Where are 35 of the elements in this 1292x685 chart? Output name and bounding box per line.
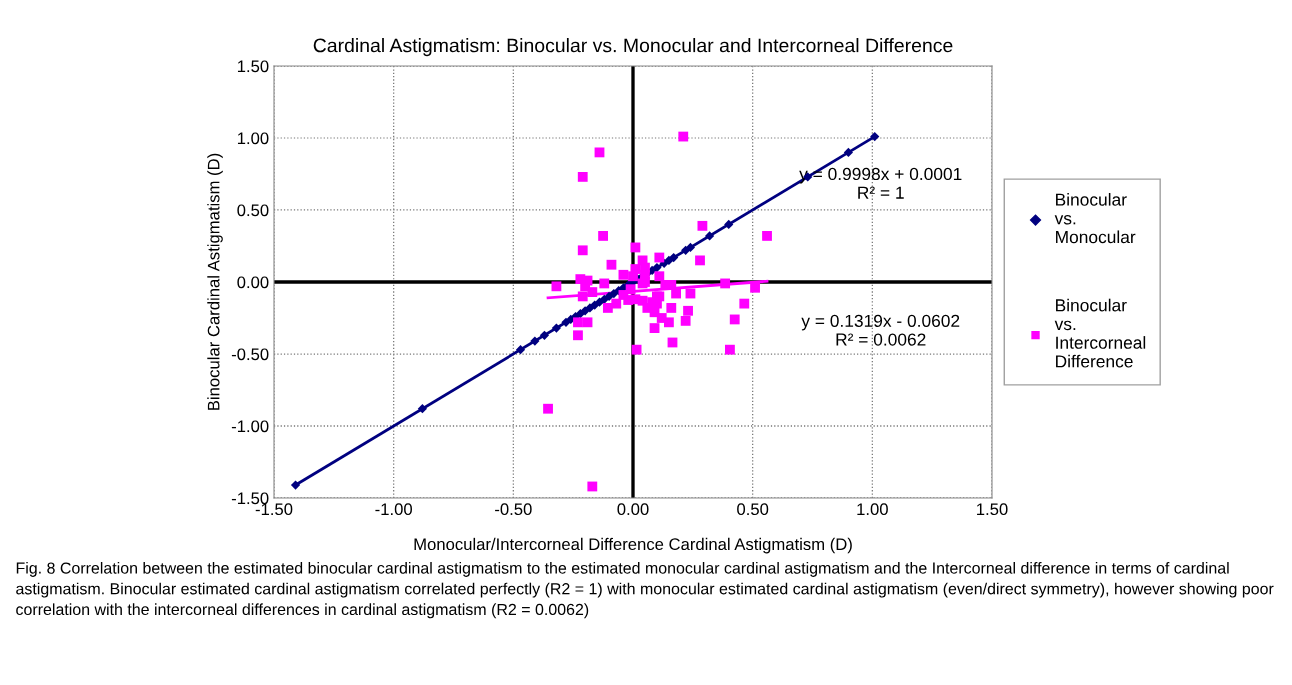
x-tick-label: -0.50 xyxy=(495,503,532,516)
y-tick-label: -1.00 xyxy=(231,420,269,433)
point xyxy=(685,242,696,253)
legend-label: Binocular vs. Monocular xyxy=(1054,193,1136,244)
x-axis-title: Monocular/Intercorneal Difference Cardinal Astigmatism (D) xyxy=(414,537,852,554)
y-axis-title: Binocular Cardinal Astigmatism (D) xyxy=(207,153,223,410)
y-tick-label: 1.50 xyxy=(237,60,269,73)
point xyxy=(669,252,679,263)
caption: Fig. 8 Correlation between the estimated binocular cardinal astigmatism to the estimated monocular cardinal astigmatism and the Intercorneal difference in terms of cardinal astigmatism. Binocular estimated cardinal astigmatism correlated perfectly (R2 = 1) with monocular estimated cardinal astigmatism (even/direct symmetry), however showing poor correlation with the intercorneal differences in cardinal astigmatism (R2 = 0.0062) xyxy=(16,562,1274,619)
x-tick-label: 1.50 xyxy=(977,503,1008,516)
point xyxy=(724,219,734,230)
y-tick-label: 0.50 xyxy=(237,204,269,217)
point xyxy=(515,345,526,355)
point xyxy=(599,294,609,304)
x-tick-label: 0.00 xyxy=(617,503,649,516)
point xyxy=(652,262,662,273)
y-tick-label: -0.50 xyxy=(231,348,269,361)
point xyxy=(290,480,301,490)
x-tick-label: 1.00 xyxy=(857,503,888,516)
point xyxy=(870,131,880,142)
annotation: y = 0.1319x - 0.0602 R² = 0.0062 xyxy=(801,314,960,346)
legend-label: Binocular vs. Intercorneal Difference xyxy=(1054,298,1146,368)
y-tick-label: 1.00 xyxy=(237,132,269,145)
point xyxy=(530,336,540,346)
point xyxy=(417,404,427,414)
x-tick-label: -1.00 xyxy=(375,503,413,516)
point xyxy=(551,323,562,333)
chart-title: Cardinal Astigmatism: Binocular vs. Monocular and Intercorneal Difference xyxy=(313,38,953,57)
point xyxy=(843,147,854,158)
x-tick-label: -1.50 xyxy=(255,503,293,516)
x-tick-label: 0.50 xyxy=(737,503,769,516)
point xyxy=(539,330,550,340)
point xyxy=(704,231,715,241)
y-tick-label: -1.50 xyxy=(231,492,269,505)
y-tick-label: 0.00 xyxy=(237,276,269,289)
